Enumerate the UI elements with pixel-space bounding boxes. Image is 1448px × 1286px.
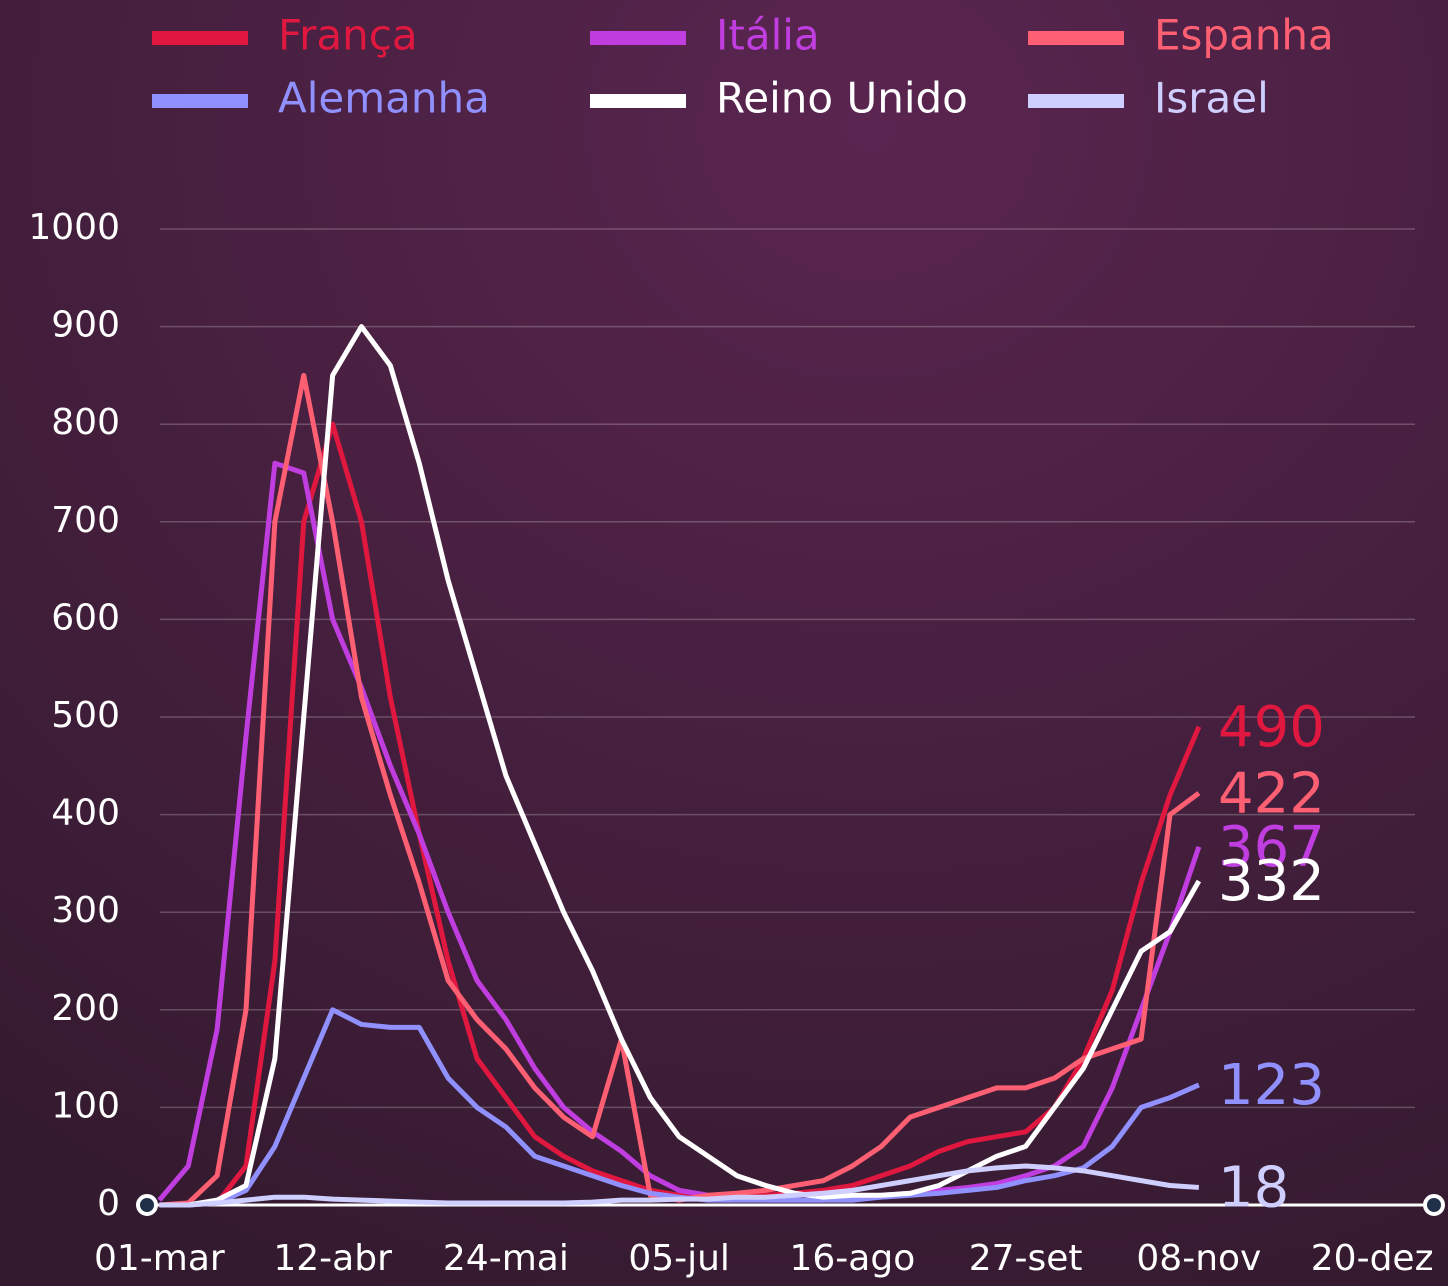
end-value-label: 422 [1218, 761, 1325, 826]
y-tick-label: 400 [51, 793, 120, 834]
legend-label: França [278, 11, 418, 60]
y-tick-label: 100 [51, 1085, 120, 1126]
x-tick-label: 20-dez [1311, 1238, 1434, 1279]
x-tick-label: 05-jul [628, 1238, 730, 1279]
x-tick-label: 08-nov [1136, 1238, 1261, 1279]
end-value-label: 367 [1218, 815, 1325, 880]
y-tick-label: 700 [51, 500, 120, 541]
x-tick-label: 12-abr [273, 1238, 392, 1279]
y-tick-label: 900 [51, 305, 120, 346]
legend-label: Israel [1154, 74, 1269, 123]
end-value-label: 18 [1218, 1156, 1289, 1221]
x-tick-label: 01-mar [94, 1238, 225, 1279]
legend-label: Alemanha [278, 74, 490, 123]
y-tick-label: 0 [97, 1183, 120, 1224]
legend-label: Espanha [1154, 11, 1334, 60]
y-tick-label: 200 [51, 988, 120, 1029]
x-tick-label: 27-set [969, 1238, 1083, 1279]
y-tick-label: 300 [51, 890, 120, 931]
end-value-label: 123 [1218, 1053, 1325, 1118]
legend-label: Itália [716, 11, 820, 60]
series-line [159, 324, 1202, 1208]
y-tick-label: 500 [51, 695, 120, 736]
series-line [159, 1163, 1200, 1208]
end-value-label: 490 [1218, 695, 1325, 760]
legend-label: Reino Unido [716, 74, 968, 123]
series-line [157, 460, 1202, 1203]
axis-end-marker [136, 1194, 158, 1216]
x-tick-label: 16-ago [790, 1238, 916, 1279]
x-tick-label: 24-mai [443, 1238, 569, 1279]
y-tick-label: 800 [51, 402, 120, 443]
y-tick-label: 600 [51, 597, 120, 638]
end-value-label: 332 [1218, 849, 1325, 914]
y-tick-label: 1000 [28, 207, 120, 248]
axis-end-marker [1423, 1194, 1445, 1216]
